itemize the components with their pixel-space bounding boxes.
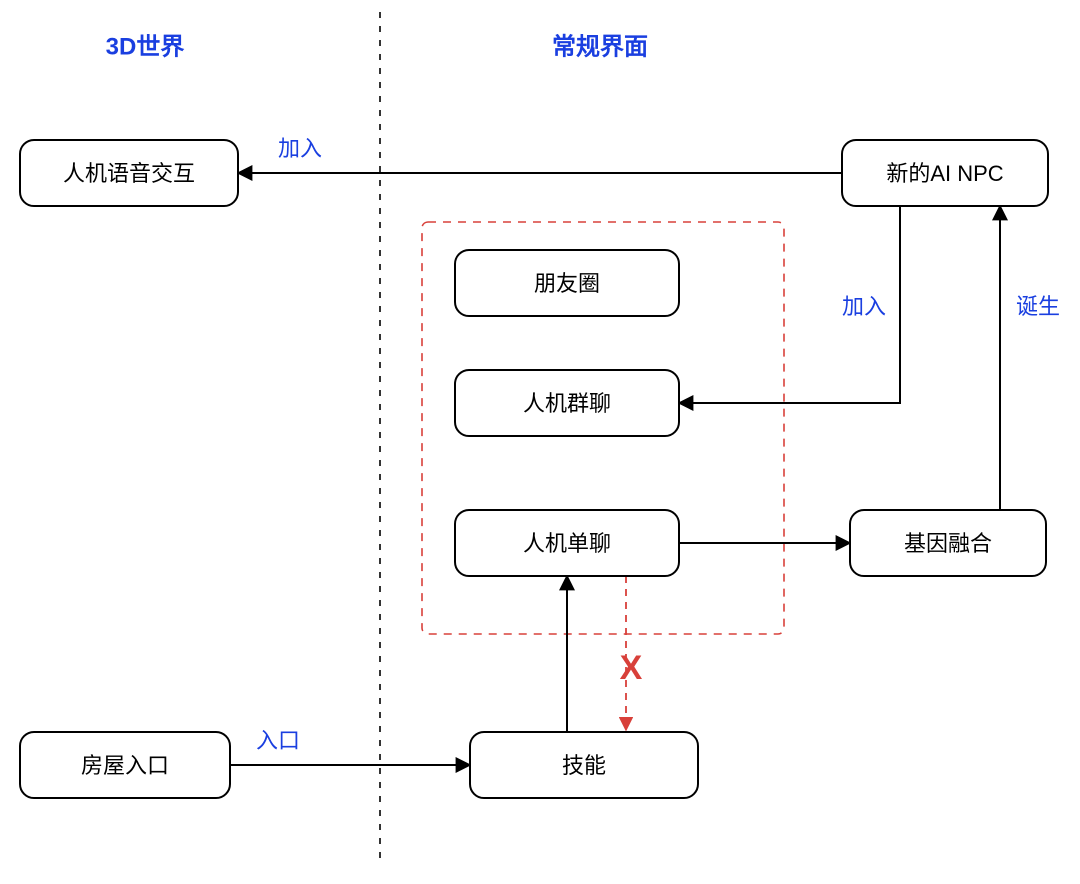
node-house: 房屋入口 <box>20 732 230 798</box>
section-header-right: 常规界面 <box>552 33 648 60</box>
node-voice-label: 人机语音交互 <box>63 161 195 186</box>
node-solochat: 人机单聊 <box>455 510 679 576</box>
node-solochat-label: 人机单聊 <box>523 531 611 556</box>
node-groupchat: 人机群聊 <box>455 370 679 436</box>
edge-label-join-group: 加入 <box>842 294 886 319</box>
edge-label-join-voice: 加入 <box>278 136 322 161</box>
edge-label-entry: 入口 <box>256 728 300 753</box>
edge-label-birth: 诞生 <box>1016 294 1060 319</box>
node-skill-label: 技能 <box>562 753 606 778</box>
blocked-x-mark: X <box>620 649 643 687</box>
edges: 加入 加入 诞生 入口 X <box>230 136 1060 765</box>
node-moments: 朋友圈 <box>455 250 679 316</box>
section-header-left: 3D世界 <box>106 33 185 60</box>
node-groupchat-label: 人机群聊 <box>523 391 611 416</box>
node-gene-label: 基因融合 <box>904 531 992 556</box>
node-gene: 基因融合 <box>850 510 1046 576</box>
node-house-label: 房屋入口 <box>81 753 169 778</box>
node-voice: 人机语音交互 <box>20 140 238 206</box>
nodes: 人机语音交互 新的AI NPC 朋友圈 人机群聊 人机单聊 基因融合 技能 房 <box>20 140 1048 798</box>
node-moments-label: 朋友圈 <box>534 271 600 296</box>
node-newnpc: 新的AI NPC <box>842 140 1048 206</box>
node-skill: 技能 <box>470 732 698 798</box>
node-newnpc-label: 新的AI NPC <box>886 161 1003 186</box>
